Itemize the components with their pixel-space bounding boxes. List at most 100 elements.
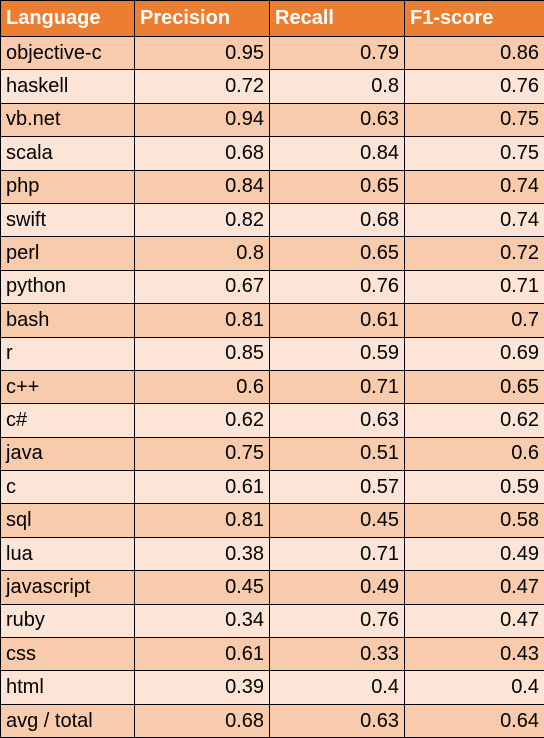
- cell-language: java: [1, 437, 135, 470]
- cell-language: c: [1, 471, 135, 504]
- cell-recall: 0.76: [270, 604, 405, 637]
- cell-language: c#: [1, 404, 135, 437]
- cell-precision: 0.39: [135, 671, 270, 704]
- cell-recall: 0.76: [270, 270, 405, 303]
- cell-precision: 0.61: [135, 638, 270, 671]
- cell-f1-score: 0.75: [405, 137, 544, 170]
- header-language: Language: [1, 1, 135, 37]
- cell-precision: 0.81: [135, 304, 270, 337]
- cell-language: r: [1, 337, 135, 370]
- cell-precision: 0.95: [135, 37, 270, 70]
- cell-precision: 0.68: [135, 704, 270, 737]
- cell-f1-score: 0.86: [405, 37, 544, 70]
- cell-recall: 0.33: [270, 638, 405, 671]
- cell-precision: 0.75: [135, 437, 270, 470]
- cell-f1-score: 0.72: [405, 237, 544, 270]
- cell-recall: 0.61: [270, 304, 405, 337]
- cell-language: swift: [1, 203, 135, 236]
- cell-language: python: [1, 270, 135, 303]
- cell-language: bash: [1, 304, 135, 337]
- cell-f1-score: 0.47: [405, 604, 544, 637]
- cell-precision: 0.62: [135, 404, 270, 437]
- cell-recall: 0.84: [270, 137, 405, 170]
- cell-precision: 0.8: [135, 237, 270, 270]
- cell-f1-score: 0.69: [405, 337, 544, 370]
- cell-language: c++: [1, 370, 135, 403]
- cell-precision: 0.72: [135, 70, 270, 103]
- cell-f1-score: 0.59: [405, 471, 544, 504]
- cell-recall: 0.68: [270, 203, 405, 236]
- cell-f1-score: 0.75: [405, 103, 544, 136]
- cell-precision: 0.6: [135, 370, 270, 403]
- cell-f1-score: 0.65: [405, 370, 544, 403]
- cell-f1-score: 0.71: [405, 270, 544, 303]
- cell-f1-score: 0.76: [405, 70, 544, 103]
- header-f1-score: F1-score: [405, 1, 544, 37]
- cell-recall: 0.8: [270, 70, 405, 103]
- cell-recall: 0.63: [270, 103, 405, 136]
- cell-language: javascript: [1, 571, 135, 604]
- cell-f1-score: 0.74: [405, 203, 544, 236]
- cell-precision: 0.85: [135, 337, 270, 370]
- cell-language: ruby: [1, 604, 135, 637]
- cell-recall: 0.59: [270, 337, 405, 370]
- cell-f1-score: 0.47: [405, 571, 544, 604]
- cell-precision: 0.45: [135, 571, 270, 604]
- cell-recall: 0.4: [270, 671, 405, 704]
- cell-recall: 0.65: [270, 237, 405, 270]
- cell-language: vb.net: [1, 103, 135, 136]
- cell-language: html: [1, 671, 135, 704]
- header-recall: Recall: [270, 1, 405, 37]
- cell-recall: 0.63: [270, 704, 405, 737]
- cell-recall: 0.49: [270, 571, 405, 604]
- cell-precision: 0.84: [135, 170, 270, 203]
- cell-f1-score: 0.4: [405, 671, 544, 704]
- cell-recall: 0.65: [270, 170, 405, 203]
- cell-precision: 0.82: [135, 203, 270, 236]
- cell-language: lua: [1, 537, 135, 570]
- table-header: Language Precision Recall F1-score: [1, 1, 544, 37]
- cell-language: avg / total: [1, 704, 135, 737]
- cell-precision: 0.67: [135, 270, 270, 303]
- cell-precision: 0.38: [135, 537, 270, 570]
- cell-f1-score: 0.62: [405, 404, 544, 437]
- cell-recall: 0.57: [270, 471, 405, 504]
- cell-precision: 0.94: [135, 103, 270, 136]
- cell-recall: 0.79: [270, 37, 405, 70]
- cell-f1-score: 0.49: [405, 537, 544, 570]
- cell-language: php: [1, 170, 135, 203]
- cell-language: perl: [1, 237, 135, 270]
- cell-precision: 0.34: [135, 604, 270, 637]
- cell-precision: 0.61: [135, 471, 270, 504]
- cell-language: scala: [1, 137, 135, 170]
- cell-recall: 0.71: [270, 537, 405, 570]
- cell-language: sql: [1, 504, 135, 537]
- cell-f1-score: 0.64: [405, 704, 544, 737]
- cell-precision: 0.81: [135, 504, 270, 537]
- cell-f1-score: 0.6: [405, 437, 544, 470]
- cell-f1-score: 0.74: [405, 170, 544, 203]
- cell-recall: 0.63: [270, 404, 405, 437]
- header-row: Language Precision Recall F1-score: [1, 1, 544, 37]
- cell-recall: 0.45: [270, 504, 405, 537]
